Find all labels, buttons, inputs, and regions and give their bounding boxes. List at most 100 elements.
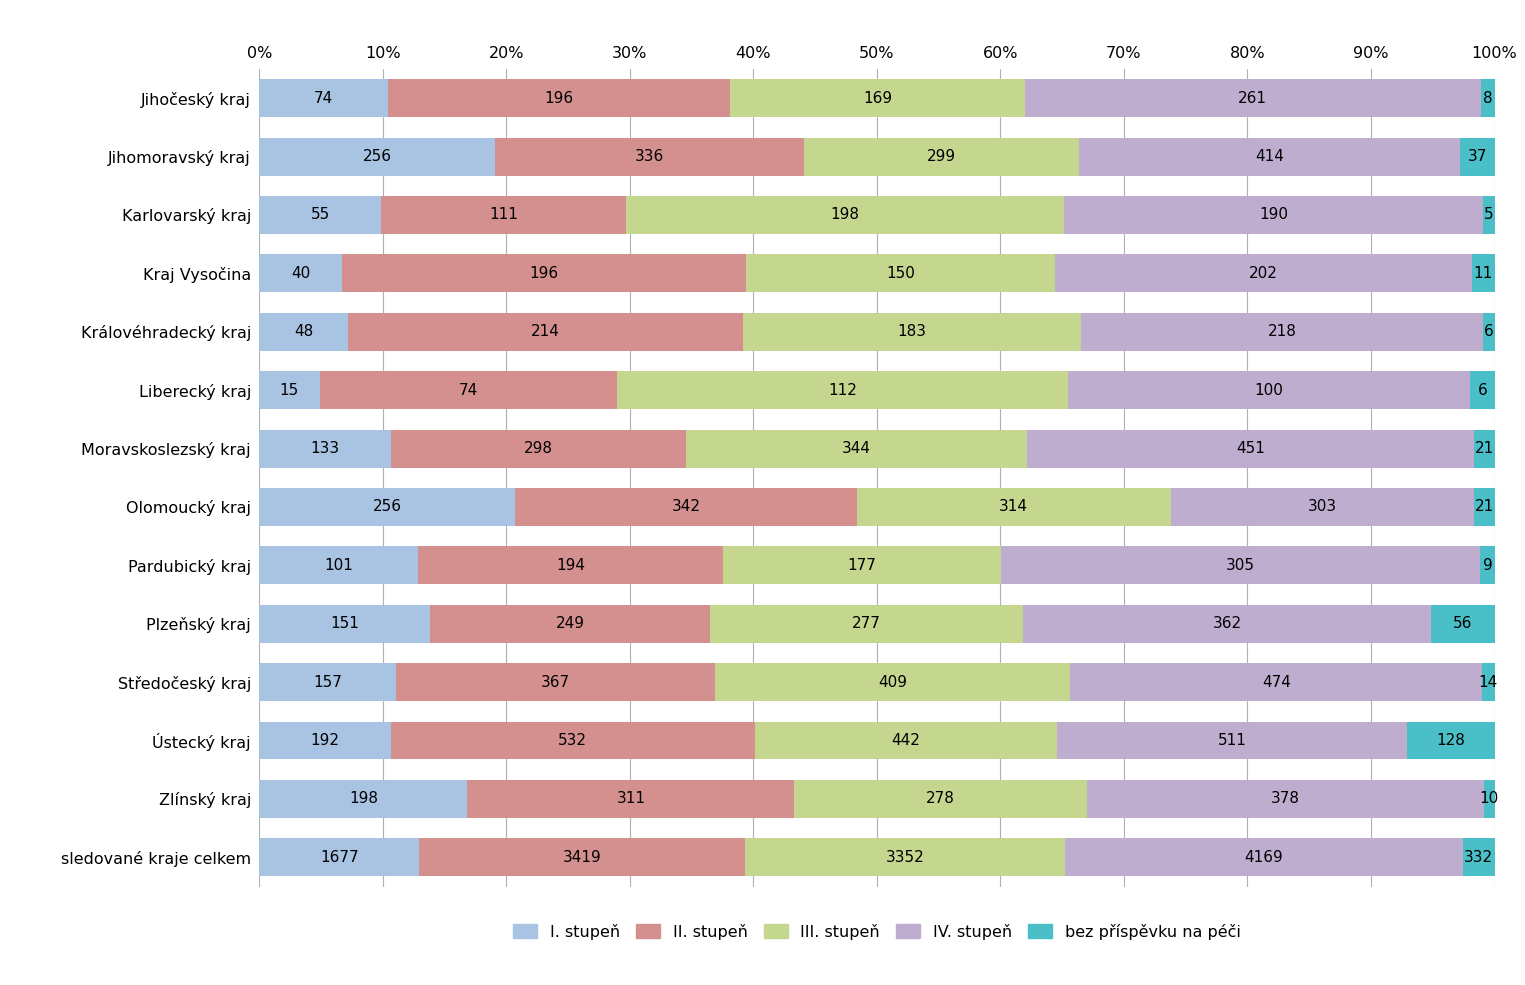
Text: 451: 451: [1235, 441, 1264, 456]
Bar: [1057, 722, 1408, 759]
Text: 6: 6: [1478, 382, 1487, 398]
Bar: [1087, 780, 1484, 818]
Bar: [857, 488, 1171, 526]
Bar: [515, 488, 857, 526]
Bar: [1068, 371, 1470, 409]
Bar: [730, 79, 1025, 117]
Text: 150: 150: [886, 266, 915, 281]
Bar: [389, 79, 730, 117]
Text: 299: 299: [927, 149, 956, 164]
Text: 14: 14: [1479, 675, 1498, 689]
Text: 56: 56: [1453, 617, 1473, 631]
Bar: [1473, 488, 1494, 526]
Bar: [795, 780, 1087, 818]
Text: 336: 336: [634, 149, 665, 164]
Text: 511: 511: [1217, 733, 1246, 748]
Bar: [804, 138, 1080, 175]
Bar: [1408, 722, 1494, 759]
Text: 37: 37: [1467, 149, 1487, 164]
Text: 11: 11: [1473, 266, 1493, 281]
Bar: [259, 488, 515, 526]
Text: 40: 40: [291, 266, 310, 281]
Text: 55: 55: [311, 208, 329, 223]
Bar: [1484, 313, 1494, 351]
Text: 256: 256: [372, 499, 401, 514]
Text: 3352: 3352: [886, 850, 924, 865]
Bar: [627, 196, 1063, 233]
Text: 169: 169: [863, 91, 892, 105]
Bar: [1171, 488, 1473, 526]
Text: 298: 298: [525, 441, 554, 456]
Text: 74: 74: [459, 382, 479, 398]
Text: 218: 218: [1267, 324, 1296, 339]
Bar: [259, 138, 496, 175]
Text: 9: 9: [1482, 558, 1493, 573]
Bar: [743, 313, 1081, 351]
Bar: [259, 722, 390, 759]
Text: 196: 196: [529, 266, 558, 281]
Bar: [259, 838, 419, 877]
Bar: [419, 838, 746, 877]
Bar: [1472, 254, 1494, 293]
Bar: [390, 722, 755, 759]
Bar: [1470, 371, 1494, 409]
Bar: [259, 605, 430, 642]
Text: 190: 190: [1260, 208, 1289, 223]
Bar: [395, 663, 715, 701]
Text: 249: 249: [555, 617, 584, 631]
Text: 100: 100: [1255, 382, 1284, 398]
Bar: [259, 79, 389, 117]
Text: 133: 133: [311, 441, 340, 456]
Bar: [1000, 547, 1481, 584]
Text: 183: 183: [897, 324, 927, 339]
Text: 15: 15: [279, 382, 299, 398]
Text: 74: 74: [314, 91, 334, 105]
Text: 332: 332: [1464, 850, 1493, 865]
Bar: [755, 722, 1057, 759]
Text: 8: 8: [1482, 91, 1493, 105]
Text: 192: 192: [311, 733, 340, 748]
Bar: [259, 254, 342, 293]
Text: 532: 532: [558, 733, 587, 748]
Bar: [348, 313, 743, 351]
Bar: [1432, 605, 1494, 642]
Text: 198: 198: [830, 208, 859, 223]
Bar: [1080, 138, 1461, 175]
Text: 474: 474: [1261, 675, 1290, 689]
Text: 311: 311: [616, 791, 645, 807]
Text: 344: 344: [842, 441, 871, 456]
Text: 177: 177: [848, 558, 877, 573]
Bar: [1473, 429, 1494, 468]
Bar: [496, 138, 804, 175]
Text: 367: 367: [541, 675, 570, 689]
Bar: [381, 196, 627, 233]
Text: 101: 101: [325, 558, 354, 573]
Text: 48: 48: [294, 324, 313, 339]
Text: 3419: 3419: [563, 850, 602, 865]
Bar: [1482, 663, 1494, 701]
Bar: [1023, 605, 1432, 642]
Legend: I. stupeň, II. stupeň, III. stupeň, IV. stupeň, bez příspěvku na péči: I. stupeň, II. stupeň, III. stupeň, IV. …: [508, 919, 1246, 945]
Text: 111: 111: [490, 208, 519, 223]
Text: 10: 10: [1479, 791, 1499, 807]
Text: 202: 202: [1249, 266, 1278, 281]
Text: 214: 214: [531, 324, 560, 339]
Bar: [1484, 196, 1494, 233]
Text: 157: 157: [313, 675, 342, 689]
Bar: [1025, 79, 1481, 117]
Bar: [1055, 254, 1472, 293]
Text: 277: 277: [852, 617, 881, 631]
Bar: [711, 605, 1023, 642]
Bar: [1081, 313, 1484, 351]
Bar: [259, 313, 348, 351]
Bar: [259, 780, 467, 818]
Text: 378: 378: [1270, 791, 1299, 807]
Text: 362: 362: [1212, 617, 1241, 631]
Bar: [418, 547, 723, 584]
Bar: [715, 663, 1071, 701]
Text: 303: 303: [1307, 499, 1337, 514]
Text: 278: 278: [926, 791, 955, 807]
Text: 1677: 1677: [320, 850, 358, 865]
Bar: [686, 429, 1026, 468]
Bar: [1481, 79, 1494, 117]
